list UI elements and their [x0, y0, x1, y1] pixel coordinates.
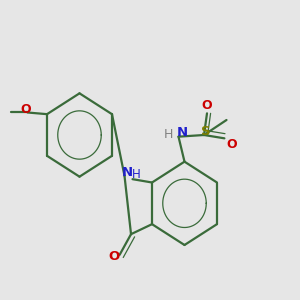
Text: O: O — [226, 138, 237, 151]
Text: S: S — [201, 125, 210, 138]
Text: O: O — [21, 103, 31, 116]
Text: O: O — [202, 100, 212, 112]
Text: H: H — [164, 128, 174, 140]
Text: N: N — [121, 166, 133, 179]
Text: N: N — [177, 126, 188, 139]
Text: O: O — [108, 250, 119, 263]
Text: H: H — [132, 168, 141, 181]
